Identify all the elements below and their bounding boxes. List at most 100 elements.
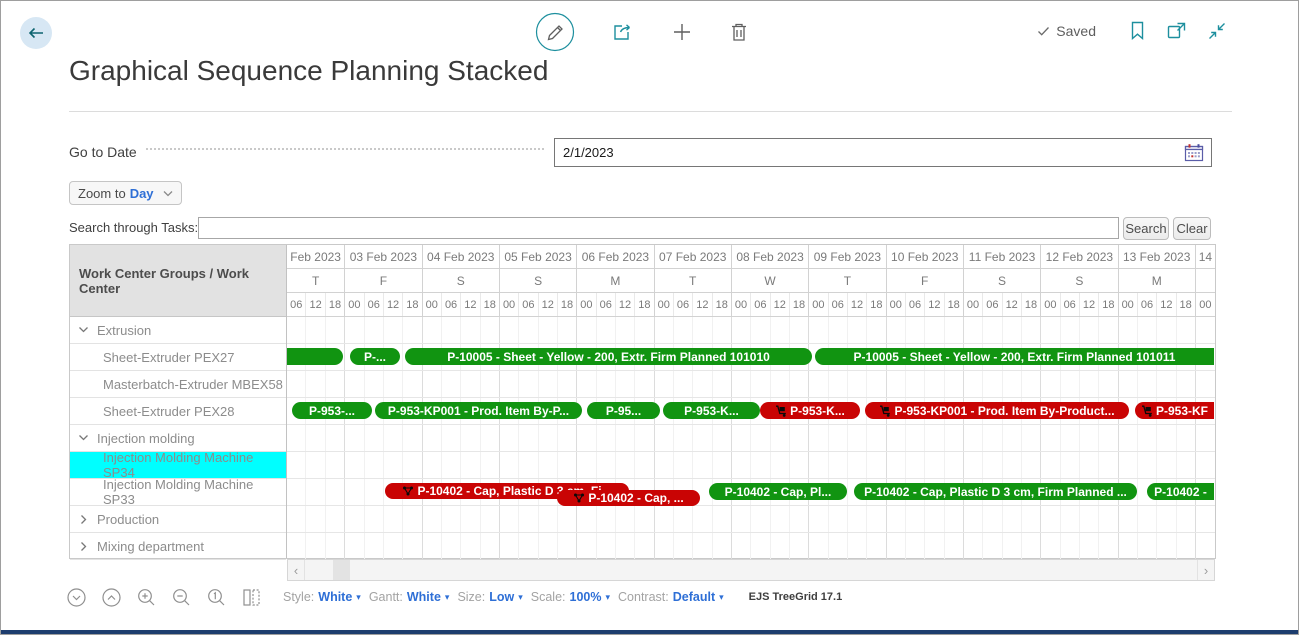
popout-icon[interactable] [1167,22,1186,39]
gantt-body: P-... P-10005 - Sheet - Yellow - 200, Ext… [287,317,1215,560]
workcenter-row-extrusion[interactable]: Extrusion [70,317,286,344]
chevron-down-icon[interactable] [70,326,97,334]
style-dropdown[interactable]: Style: White ▾ [283,590,361,604]
gantt-task-bar[interactable]: P-95... [587,402,660,419]
circle-chevron-down-icon[interactable] [65,586,87,608]
flow-icon [573,492,585,504]
timeline-hour-cell: 06 [597,293,616,316]
gantt-task-bar[interactable]: P-10005 - Sheet - Yellow - 200, Extr. Fi… [815,348,1214,365]
gantt-task-bar[interactable]: P-... [350,348,400,365]
goto-date-input[interactable] [555,139,1211,166]
chevron-right-icon[interactable] [70,541,97,552]
workcenter-label: Injection Molding Machine SP34 [103,450,254,480]
timeline-day-cell: 10 Feb 2023 [886,245,964,269]
workcenter-row-pex27[interactable]: Sheet-Extruder PEX27 [70,344,286,371]
back-button[interactable] [20,17,52,49]
zoom-to-dropdown[interactable]: Zoom to Day [69,181,182,205]
timeline-hour-cell: 18 [1102,298,1115,311]
timeline-hours-group: 06 12 18 [287,293,346,317]
gantt-task-bar[interactable]: P-10402 - Cap, Plastic D 3 cm, Firm Plan… [854,483,1137,500]
gantt-task-bar[interactable]: P-953-K... [760,402,860,419]
task-label: P-10402 - [1154,484,1207,499]
workcenter-row-injection-molding[interactable]: Injection molding [70,425,286,452]
gantt-row-cells [287,425,1215,451]
delete-icon[interactable] [729,21,749,43]
zoom-to-prefix: Zoom to [78,185,126,201]
scrollbar-track[interactable] [304,560,1198,580]
task-label: P-10005 - Sheet - Yellow - 200, Extr. Fi… [853,349,1176,364]
timeline-hour-cell: 18 [1024,298,1038,311]
gantt-dropdown[interactable]: Gantt: White ▾ [369,590,450,604]
zoom-out-icon[interactable] [170,586,192,608]
timeline-hour-cell: 06 [751,293,771,316]
chevron-right-icon[interactable] [70,514,97,525]
timeline-hour-cell: 18 [483,298,496,311]
timeline-hour-cell: 00 [964,293,984,316]
gantt-row-cells [287,533,1215,559]
task-label: P-953-K... [790,403,845,418]
workcenter-row-sp33[interactable]: Injection Molding Machine SP33 [70,477,286,507]
gantt-task-bar[interactable]: P-953-K... [663,402,760,419]
caret-down-icon: ▾ [719,591,724,602]
timeline-hour-cell: 00 [1041,293,1061,316]
share-icon[interactable] [611,21,635,43]
search-button[interactable]: Search [1123,217,1169,240]
calendar-icon[interactable] [1184,143,1204,168]
scroll-left-icon[interactable]: ‹ [293,562,299,578]
timeline-hour-cell: 18 [406,298,419,311]
zoom-reset-icon[interactable] [205,586,227,608]
contrast-dropdown[interactable]: Contrast: Default ▾ [618,590,724,604]
timeline-day-cell: 08 Feb 2023 [731,245,810,269]
zoom-in-icon[interactable] [135,586,157,608]
workcenter-row-production[interactable]: Production [70,506,286,533]
scroll-right-icon[interactable]: › [1203,562,1209,578]
timeline-hour-cell: 00 [809,293,829,316]
workcenter-row-mixing[interactable]: Mixing department [70,533,286,560]
timeline-hours-group: 00 06 12 18 [1041,293,1119,317]
timeline-hours-group: 00 06 12 18 [731,293,810,317]
timeline-day-cell: 07 Feb 2023 [654,245,732,269]
scrollbar-thumb[interactable] [333,560,350,580]
gantt-task-bar[interactable] [287,348,343,365]
timeline-weekday-cell: S [963,269,1042,293]
gantt-task-bar[interactable]: P-10402 - [1147,483,1214,500]
check-icon [1037,25,1050,37]
timeline-hours-group: 00 06 12 18 [654,293,732,317]
workcenter-row-sp34[interactable]: Injection Molding Machine SP34 [70,450,286,480]
gantt-task-bar[interactable]: P-953-KP001 - Prod. Item By-Product... [865,402,1129,419]
timeline-hour-cell: 00 [887,293,906,316]
bookmark-icon[interactable] [1130,21,1145,40]
gantt-task-bar[interactable]: P-953-KP001 - Prod. Item By-P... [375,402,582,419]
gantt-row-cells [287,371,1215,397]
columns-icon[interactable] [240,586,262,608]
scale-dropdown[interactable]: Scale: 100% ▾ [531,590,610,604]
timeline-hour-cell: 12 [616,293,636,316]
task-label: P-10402 - Cap, Plastic D 3 cm, Firm Plan… [864,484,1127,499]
timeline-hour-cell: 00 [655,293,674,316]
collapse-icon[interactable] [1208,22,1226,40]
workcenter-row-pex28[interactable]: Sheet-Extruder PEX28 [70,398,286,425]
gantt-chart: Feb 2023 03 Feb 2023 04 Feb 2023 05 Feb 202… [287,245,1215,560]
gantt-task-bar[interactable]: P-10005 - Sheet - Yellow - 200, Extr. Fi… [405,348,812,365]
add-icon[interactable] [671,21,693,43]
search-tasks-input[interactable] [198,217,1119,239]
size-dropdown[interactable]: Size: Low ▾ [457,590,522,604]
chevron-down-icon[interactable] [70,434,97,442]
gantt-hscrollbar: ‹ › [287,559,1215,581]
timeline-hour-cell: 00 [423,293,442,316]
scale-label: Scale: [530,590,566,604]
gantt-row-mixing [287,533,1215,560]
gantt-task-bar[interactable]: P-10402 - Cap, Pl... [709,483,847,500]
timeline-weekday-cell: T [287,269,346,293]
circle-chevron-up-icon[interactable] [100,586,122,608]
size-value: Low [489,590,515,604]
timeline-weekday-cell: W [731,269,810,293]
task-label: P-10402 - Cap, Pl... [724,484,832,499]
clear-button[interactable]: Clear [1173,217,1211,240]
workcenter-row-mbex58[interactable]: Masterbatch-Extruder MBEX58 [70,371,286,398]
goto-date-leader [146,148,544,150]
gantt-task-bar[interactable]: P-953-KF [1135,402,1214,419]
edit-pencil-icon[interactable] [535,12,575,52]
gantt-task-bar[interactable]: P-953-... [292,402,372,419]
gantt-task-bar[interactable]: P-10402 - Cap, ... [557,490,700,506]
